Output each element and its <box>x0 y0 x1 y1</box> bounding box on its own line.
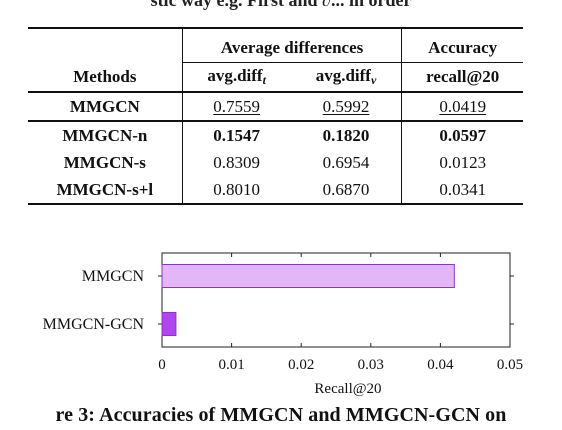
cell-avg-diff-t: 0.1547 <box>213 125 260 145</box>
cell-avg-diff-v: 0.6954 <box>290 149 403 176</box>
table-corner <box>28 28 183 63</box>
x-tick-label: 0.05 <box>497 357 523 373</box>
cut-top-text: stic way e.g. First and ∂... in order <box>150 0 412 10</box>
header-avg-diff-t: avg.difft <box>207 66 266 87</box>
table-row: MMGCN-s 0.8309 0.6954 0.0123 <box>28 149 523 176</box>
row-method: MMGCN-s+l <box>28 176 183 204</box>
bar-mmgcn-gcn <box>161 312 177 336</box>
cell-recall: 0.0123 <box>439 152 487 172</box>
cell-avg-diff-t: 0.8309 <box>213 152 260 172</box>
x-tick-label: 0.03 <box>358 357 384 373</box>
cell-recall: 0.0597 <box>439 125 487 145</box>
header-recall20: recall@20 <box>426 67 500 86</box>
row-method: MMGCN <box>28 92 183 121</box>
header-methods: Methods <box>28 62 183 92</box>
cell-avg-diff-v: 0.1820 <box>290 121 403 149</box>
bar-mmgcn <box>161 264 455 288</box>
cell-avg-diff-t: 0.8010 <box>213 179 260 199</box>
plot-frame <box>161 252 511 348</box>
cell-recall: 0.0341 <box>439 179 487 199</box>
x-axis-label: Recall@20 <box>314 381 381 397</box>
table-row: MMGCN-n 0.1547 0.1820 0.0597 <box>28 121 523 149</box>
header-avg-diff-v: avg.diffv <box>290 62 403 92</box>
table-row: MMGCN-s+l 0.8010 0.6870 0.0341 <box>28 176 523 204</box>
cell-avg-diff-v: 0.5992 <box>290 92 403 121</box>
x-tick-label: 0.02 <box>288 357 314 373</box>
cell-avg-diff-t: 0.7559 <box>213 96 260 116</box>
results-table: Average differences Accuracy Methods avg… <box>28 27 523 205</box>
cell-recall: 0.0419 <box>439 96 487 116</box>
cell-avg-diff-v: 0.6870 <box>290 176 403 204</box>
row-method: MMGCN-s <box>28 149 183 176</box>
row-method: MMGCN-n <box>28 121 183 149</box>
figure-caption: re 3: Accuracies of MMGCN and MMGCN-GCN … <box>55 404 507 426</box>
x-tick-label: 0.01 <box>218 357 244 373</box>
x-tick-label: 0 <box>158 357 166 373</box>
x-tick-label: 0.04 <box>427 357 454 373</box>
recall-bar-chart: 0 0.01 0.02 0.03 0.04 0.05 MMGCN MMGCN-GCN Recal… <box>43 252 523 397</box>
header-accuracy: Accuracy <box>401 28 523 63</box>
category-label: MMGCN <box>82 268 145 285</box>
category-label: MMGCN-GCN <box>43 316 145 333</box>
table-row: MMGCN 0.7559 0.5992 0.0419 <box>28 92 523 121</box>
header-average-differences: Average differences <box>182 28 403 63</box>
